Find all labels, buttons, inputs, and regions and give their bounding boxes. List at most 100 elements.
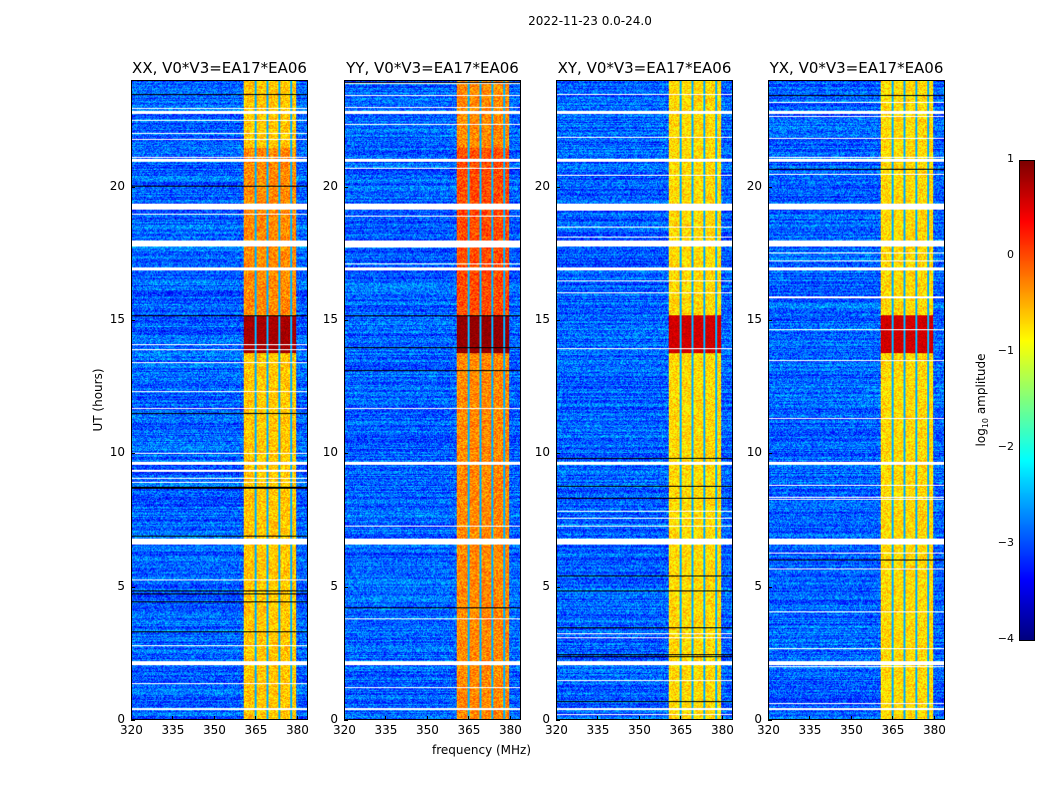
y-tick-label: 15 — [322, 312, 338, 326]
colorbar-tick-label: −4 — [997, 632, 1014, 645]
x-tick-label: 320 — [120, 723, 143, 737]
panel-title: XY, V0*V3=EA17*EA06 — [557, 59, 732, 77]
y-tick-label: 0 — [117, 712, 125, 726]
x-tick-mark — [597, 716, 599, 720]
x-tick-label: 350 — [839, 723, 863, 737]
x-tick-mark — [638, 716, 640, 720]
x-tick-label: 365 — [244, 723, 268, 737]
x-tick-label: 335 — [798, 723, 822, 737]
x-axis-label: frequency (MHz) — [432, 743, 532, 757]
colorbar-tick-label: 1 — [1007, 152, 1014, 165]
colorbar-label: log10 amplitude — [973, 353, 991, 447]
figure-title: 2022-11-23 0.0-24.0 — [528, 14, 652, 28]
y-tick-label: 0 — [754, 712, 762, 726]
y-tick-mark — [556, 453, 560, 455]
colorbar — [1019, 160, 1035, 641]
spectrogram-panel — [131, 80, 308, 720]
y-tick-mark — [344, 320, 348, 321]
x-tick-label: 350 — [627, 723, 651, 737]
y-tick-mark — [768, 186, 772, 188]
x-tick-label: 380 — [285, 723, 309, 737]
x-tick-label: 365 — [669, 723, 693, 737]
y-tick-label: 10 — [322, 445, 338, 460]
spectrogram-panel — [556, 80, 733, 720]
x-tick-mark — [344, 716, 345, 720]
colorbar-tick-label: −2 — [997, 440, 1014, 453]
colorbar-tick-label: −1 — [997, 344, 1014, 357]
y-tick-mark — [768, 320, 772, 321]
y-axis-label: UT (hours) — [91, 368, 105, 432]
panel-title: YY, V0*V3=EA17*EA06 — [346, 59, 519, 77]
y-tick-mark — [344, 586, 348, 588]
x-tick-mark — [509, 716, 511, 720]
y-tick-label: 5 — [754, 578, 762, 593]
x-tick-label: 320 — [757, 723, 780, 737]
y-tick-mark — [768, 720, 772, 721]
x-tick-mark — [933, 716, 935, 720]
x-tick-label: 350 — [202, 723, 226, 737]
y-tick-mark — [556, 586, 560, 588]
y-tick-label: 10 — [109, 445, 125, 460]
y-tick-label: 20 — [322, 178, 338, 193]
y-tick-label: 5 — [117, 578, 125, 593]
x-tick-mark — [426, 716, 428, 720]
y-tick-label: 0 — [542, 712, 550, 726]
x-tick-label: 365 — [457, 723, 481, 737]
y-tick-label: 0 — [330, 712, 338, 726]
y-tick-mark — [556, 186, 560, 188]
x-tick-label: 320 — [333, 723, 356, 737]
x-tick-mark — [809, 716, 811, 720]
y-tick-mark — [768, 453, 772, 455]
x-tick-label: 380 — [922, 723, 946, 737]
y-tick-mark — [556, 320, 560, 321]
x-tick-mark — [768, 716, 769, 720]
x-tick-mark — [556, 716, 557, 720]
y-tick-mark — [556, 720, 560, 721]
y-tick-mark — [131, 453, 135, 455]
x-tick-mark — [131, 716, 132, 720]
y-tick-label: 15 — [534, 312, 550, 326]
x-tick-mark — [172, 716, 174, 720]
x-tick-mark — [385, 716, 387, 720]
colorbar-tick-label: 0 — [1007, 248, 1014, 261]
x-tick-mark — [850, 716, 852, 720]
x-tick-label: 335 — [374, 723, 398, 737]
spectrogram-panel — [768, 80, 945, 720]
x-tick-mark — [468, 716, 470, 720]
y-tick-label: 20 — [746, 178, 762, 193]
y-tick-label: 20 — [109, 178, 125, 193]
x-tick-label: 365 — [881, 723, 905, 737]
y-tick-mark — [344, 186, 348, 188]
y-tick-mark — [131, 320, 135, 321]
y-tick-mark — [344, 720, 348, 721]
x-tick-mark — [680, 716, 682, 720]
y-tick-label: 10 — [534, 445, 550, 460]
x-tick-mark — [296, 716, 298, 720]
y-tick-mark — [768, 586, 772, 588]
x-tick-label: 380 — [710, 723, 734, 737]
panel-title: XX, V0*V3=EA17*EA06 — [132, 59, 307, 77]
x-tick-mark — [892, 716, 894, 720]
x-tick-label: 335 — [161, 723, 185, 737]
y-tick-label: 15 — [109, 312, 125, 326]
y-tick-label: 15 — [746, 312, 762, 326]
x-tick-label: 380 — [498, 723, 522, 737]
x-tick-label: 320 — [545, 723, 568, 737]
y-tick-mark — [131, 586, 135, 588]
x-tick-mark — [255, 716, 257, 720]
x-tick-mark — [721, 716, 723, 720]
spectrogram-panel — [344, 80, 521, 720]
x-tick-mark — [213, 716, 215, 720]
x-tick-label: 350 — [415, 723, 439, 737]
panel-title: YX, V0*V3=EA17*EA06 — [769, 59, 944, 77]
x-tick-label: 335 — [586, 723, 610, 737]
y-tick-label: 10 — [746, 445, 762, 460]
y-tick-label: 5 — [330, 578, 338, 593]
colorbar-tick-label: −3 — [997, 536, 1014, 549]
y-tick-mark — [344, 453, 348, 455]
y-tick-mark — [131, 186, 135, 188]
y-tick-label: 20 — [534, 178, 550, 193]
y-tick-mark — [131, 720, 135, 721]
y-tick-label: 5 — [542, 578, 550, 593]
